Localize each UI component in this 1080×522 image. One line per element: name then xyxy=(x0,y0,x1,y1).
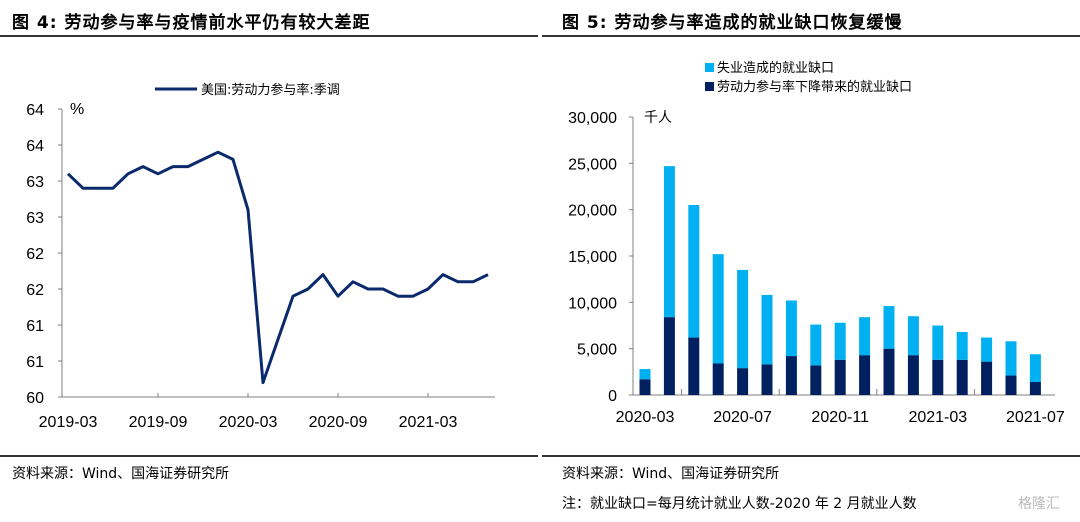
right-y-tick-label: 0 xyxy=(608,388,617,405)
left-footer-rule xyxy=(0,455,538,457)
bar-unemployment-gap xyxy=(688,205,700,338)
left-y-tick-label: 63 xyxy=(26,210,44,227)
left-title-rule xyxy=(0,35,538,37)
left-y-tick-label: 64 xyxy=(26,138,44,155)
left-x-tick-label: 2019-09 xyxy=(129,414,188,431)
bar-unemployment-gap xyxy=(1029,354,1041,383)
bar-unemployment-gap xyxy=(810,324,822,366)
left-y-tick-label: 62 xyxy=(26,246,44,263)
bar-unemployment-gap xyxy=(859,317,871,356)
bar-unemployment-gap xyxy=(761,294,773,365)
bar-unemployment-gap xyxy=(639,369,651,380)
bar-unemployment-gap xyxy=(785,300,797,357)
right-x-tick-label: 2021-03 xyxy=(908,409,967,426)
right-y-tick-label: 15,000 xyxy=(568,249,617,266)
watermark: 格隆汇 xyxy=(1018,496,1060,512)
bar-lfpr-gap xyxy=(981,361,993,395)
bar-unemployment-gap xyxy=(712,254,724,364)
bar-lfpr-gap xyxy=(907,355,919,395)
right-y-tick-label: 10,000 xyxy=(568,295,617,312)
right-y-tick-label: 20,000 xyxy=(568,203,617,220)
left-series-line xyxy=(66,150,489,385)
bar-lfpr-gap xyxy=(663,317,675,395)
right-source-note: 资料来源：Wind、国海证券研究所 xyxy=(562,466,780,482)
bar-lfpr-gap xyxy=(688,337,700,395)
right-y-tick-label: 30,000 xyxy=(568,110,617,127)
left-source-note: 资料来源：Wind、国海证券研究所 xyxy=(12,466,230,482)
bar-unemployment-gap xyxy=(956,331,968,360)
bar-unemployment-gap xyxy=(932,325,944,360)
right-x-tick-label: 2020-11 xyxy=(811,409,869,426)
legend-label-lfpr: 劳动力参与率下降带来的就业缺口 xyxy=(717,79,912,95)
right-title-rule xyxy=(542,35,1080,37)
right-y-tick-label: 5,000 xyxy=(577,342,617,359)
right-chart: 失业造成的就业缺口 劳动力参与率下降带来的就业缺口 千人 0 5,000 10,00… xyxy=(568,60,1065,426)
right-x-tick-label: 2021-07 xyxy=(1006,409,1065,426)
left-x-tick-label: 2020-09 xyxy=(309,414,368,431)
left-y-tick-label: 64 xyxy=(26,102,44,119)
legend-swatch-lfpr xyxy=(705,82,714,91)
left-y-tick-label: 60 xyxy=(26,390,44,407)
right-x-tick-label: 2020-03 xyxy=(616,409,675,426)
bar-lfpr-gap xyxy=(737,368,749,395)
right-footnote: 注：就业缺口=每月统计就业人数-2020 年 2 月就业人数 xyxy=(562,496,917,512)
bar-lfpr-gap xyxy=(761,364,773,395)
right-footer-rule xyxy=(542,455,1080,457)
legend-swatch-unemployment xyxy=(705,63,714,72)
bar-lfpr-gap xyxy=(1005,375,1017,395)
bar-unemployment-gap xyxy=(981,337,993,362)
bar-lfpr-gap xyxy=(639,379,651,395)
bar-lfpr-gap xyxy=(785,356,797,395)
bar-lfpr-gap xyxy=(883,348,895,395)
left-x-tick-label: 2021-03 xyxy=(399,414,458,431)
bar-lfpr-gap xyxy=(834,359,846,395)
left-y-tick-label: 61 xyxy=(26,318,44,335)
bar-unemployment-gap xyxy=(663,166,675,318)
left-x-tick-label: 2019-03 xyxy=(39,414,98,431)
bar-lfpr-gap xyxy=(1029,382,1041,395)
left-legend-label: 美国:劳动力参与率:季调 xyxy=(201,82,340,98)
left-figure-title: 图 4: 劳动参与率与疫情前水平仍有较大差距 xyxy=(12,13,371,33)
right-figure-title: 图 5: 劳动参与率造成的就业缺口恢复缓慢 xyxy=(562,13,903,33)
bar-lfpr-gap xyxy=(810,365,822,395)
bar-unemployment-gap xyxy=(1005,341,1017,376)
bar-unemployment-gap xyxy=(737,269,749,369)
right-y-tick-label: 25,000 xyxy=(568,156,617,173)
right-x-tick-label: 2020-07 xyxy=(713,409,772,426)
legend-label-unemployment: 失业造成的就业缺口 xyxy=(717,60,834,76)
bar-unemployment-gap xyxy=(907,316,919,356)
bar-unemployment-gap xyxy=(834,322,846,360)
left-y-tick-label: 63 xyxy=(26,174,44,191)
left-chart: 美国:劳动力参与率:季调 % 60 61 61 62 62 63 63 64 64 2019-0… xyxy=(26,82,495,431)
left-x-tick-label: 2020-03 xyxy=(219,414,278,431)
bar-lfpr-gap xyxy=(712,363,724,395)
left-y-tick-label: 61 xyxy=(26,354,44,371)
bar-unemployment-gap xyxy=(883,306,895,349)
bar-lfpr-gap xyxy=(859,355,871,395)
left-y-tick-label: 62 xyxy=(26,282,44,299)
bar-lfpr-gap xyxy=(956,359,968,395)
right-y-unit: 千人 xyxy=(644,110,672,126)
bar-lfpr-gap xyxy=(932,359,944,395)
left-y-unit: % xyxy=(70,101,84,118)
